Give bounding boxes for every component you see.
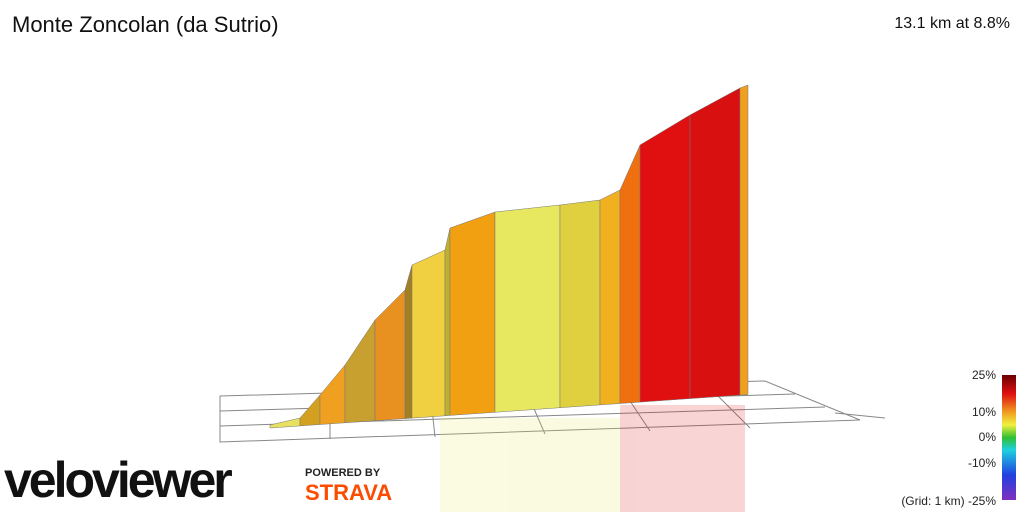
- scale-label: 25%: [972, 368, 996, 382]
- reflection: [440, 405, 745, 512]
- color-scale: [1002, 375, 1016, 500]
- stats: 13.1 km at 8.8%: [894, 15, 1010, 32]
- segment: [689, 87, 741, 399]
- profile-wall: [269, 84, 749, 429]
- scale-label: 0%: [979, 430, 997, 444]
- segment: [444, 227, 451, 417]
- segment: [619, 144, 641, 404]
- segment: [404, 264, 413, 419]
- segment: [344, 319, 376, 424]
- segment: [559, 199, 601, 408]
- grid-line: [834, 412, 886, 419]
- segment: [299, 394, 321, 427]
- segment: [494, 204, 561, 413]
- segment: [411, 249, 446, 419]
- title: Monte Zoncolan (da Sutrio): [12, 12, 279, 37]
- strava-logo: STRAVA: [305, 480, 392, 505]
- segment: [739, 84, 749, 396]
- scale-label: (Grid: 1 km) -25%: [901, 494, 996, 508]
- logo: veloviewer: [4, 452, 232, 508]
- segment: [319, 364, 346, 425]
- segment: [449, 211, 496, 416]
- powered-by: POWERED BY: [305, 467, 381, 479]
- segment: [639, 114, 691, 403]
- segment: [269, 417, 301, 429]
- scale-label: 10%: [972, 405, 996, 419]
- segment: [599, 189, 621, 406]
- segment: [374, 289, 406, 421]
- scale-label: -10%: [968, 456, 996, 470]
